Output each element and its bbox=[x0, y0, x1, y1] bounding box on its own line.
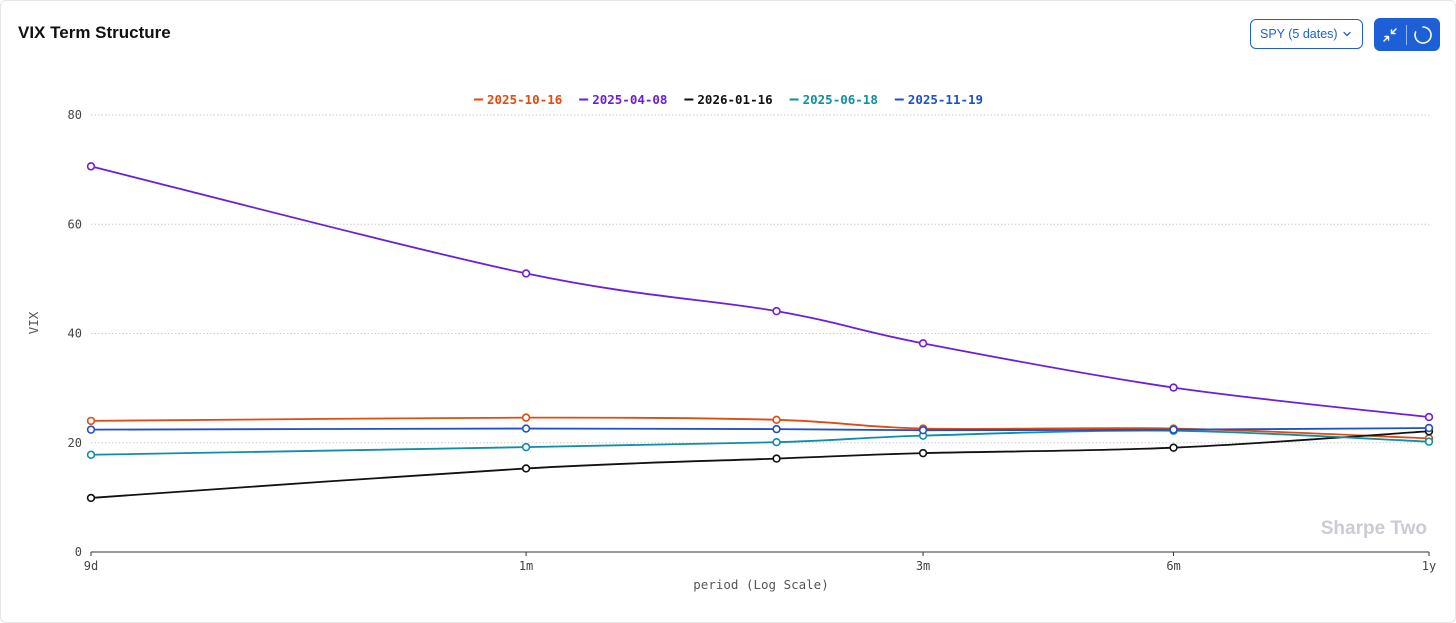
collapse-icon bbox=[1383, 27, 1397, 42]
data-point-2025-04-08[interactable] bbox=[86, 162, 96, 171]
legend[interactable]: 2025-10-16 2025-04-08 2026-01-16 2025-06-18… bbox=[474, 92, 983, 107]
y-tick-label: 40 bbox=[68, 327, 82, 341]
data-point-2025-10-16[interactable] bbox=[521, 413, 531, 422]
data-point-2025-06-18[interactable] bbox=[1424, 437, 1434, 446]
legend-label: 2025-11-19 bbox=[908, 92, 983, 107]
data-points bbox=[86, 162, 1434, 503]
legend-item-2025-06-18[interactable]: 2025-06-18 bbox=[789, 92, 878, 107]
data-point-2026-01-16[interactable] bbox=[86, 493, 96, 503]
gridlines bbox=[91, 114, 1429, 444]
chevron-down-icon bbox=[1343, 31, 1351, 37]
data-point-2026-01-16[interactable] bbox=[1169, 443, 1178, 452]
series-line-2025-10-16 bbox=[90, 416, 1430, 440]
data-point-2025-10-16[interactable] bbox=[86, 416, 96, 426]
dataset-select[interactable]: SPY (5 dates) bbox=[1250, 19, 1363, 49]
data-point-2025-11-19[interactable] bbox=[521, 424, 531, 433]
legend-item-2025-11-19[interactable]: 2025-11-19 bbox=[894, 92, 983, 107]
data-point-2025-06-18[interactable] bbox=[86, 450, 96, 459]
legend-label: 2025-06-18 bbox=[803, 92, 878, 107]
axes: 0 20 40 60 80 9d 1m 3m 6m 1y period (Log Scale) VIX bbox=[26, 108, 1436, 592]
y-tick-label: 20 bbox=[68, 436, 82, 450]
x-tick-label: 9d bbox=[84, 559, 98, 573]
x-tick-label: 1y bbox=[1422, 559, 1436, 573]
series-lines bbox=[90, 165, 1430, 499]
data-point-2026-01-16[interactable] bbox=[772, 454, 781, 463]
refresh-button[interactable] bbox=[1407, 18, 1439, 51]
data-point-2025-04-08[interactable] bbox=[521, 269, 531, 278]
legend-label: 2025-04-08 bbox=[592, 92, 667, 107]
legend-label: 2026-01-16 bbox=[697, 92, 772, 107]
legend-item-2026-01-16[interactable]: 2026-01-16 bbox=[684, 92, 773, 107]
data-point-2025-11-19[interactable] bbox=[1424, 423, 1434, 433]
series-line-2025-06-18 bbox=[90, 429, 1430, 456]
legend-item-2025-10-16[interactable]: 2025-10-16 bbox=[474, 92, 562, 107]
y-tick-label: 0 bbox=[75, 545, 82, 559]
data-point-2025-11-19[interactable] bbox=[772, 424, 781, 434]
data-point-2025-11-19[interactable] bbox=[1169, 425, 1178, 434]
x-tick-label: 1m bbox=[519, 559, 533, 573]
data-point-2025-04-08[interactable] bbox=[918, 339, 928, 348]
series-line-2025-04-08 bbox=[90, 165, 1430, 418]
button-divider bbox=[1406, 24, 1407, 45]
data-point-2025-06-18[interactable] bbox=[772, 438, 781, 447]
legend-item-2025-04-08[interactable]: 2025-04-08 bbox=[579, 92, 667, 107]
data-point-2025-11-19[interactable] bbox=[86, 425, 96, 434]
y-tick-label: 80 bbox=[68, 108, 82, 122]
loading-spinner-icon bbox=[1414, 25, 1432, 44]
chart-controls bbox=[1374, 18, 1440, 51]
dataset-select-label: SPY (5 dates) bbox=[1260, 27, 1338, 41]
data-point-2026-01-16[interactable] bbox=[521, 464, 531, 473]
y-tick-label: 60 bbox=[68, 217, 82, 231]
data-point-2025-10-16[interactable] bbox=[772, 415, 781, 425]
legend-label: 2025-10-16 bbox=[487, 92, 562, 107]
data-point-2025-04-08[interactable] bbox=[772, 306, 781, 316]
x-tick-label: 3m bbox=[916, 559, 930, 573]
x-axis-title: period (Log Scale) bbox=[693, 577, 828, 592]
data-point-2025-04-08[interactable] bbox=[1424, 412, 1434, 422]
series-line-2026-01-16 bbox=[90, 430, 1430, 499]
page-title: VIX Term Structure bbox=[18, 23, 171, 42]
data-point-2025-11-19[interactable] bbox=[918, 425, 928, 435]
data-point-2025-06-18[interactable] bbox=[521, 442, 531, 452]
collapse-button[interactable] bbox=[1374, 18, 1406, 51]
y-axis-title: VIX bbox=[26, 311, 41, 334]
data-point-2025-04-08[interactable] bbox=[1169, 383, 1178, 392]
series-line-2025-11-19 bbox=[90, 427, 1430, 432]
watermark: Sharpe Two bbox=[1321, 518, 1427, 539]
x-tick-label: 6m bbox=[1166, 559, 1180, 573]
data-point-2026-01-16[interactable] bbox=[918, 448, 928, 458]
